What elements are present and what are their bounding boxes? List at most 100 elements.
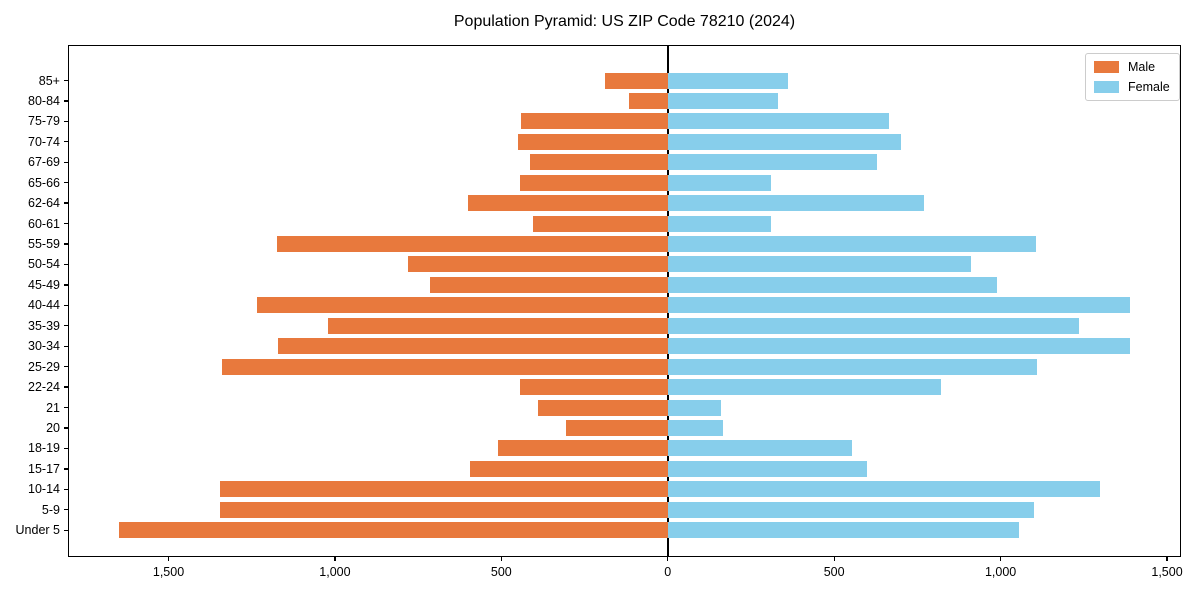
female-bar: [667, 154, 878, 171]
male-bar: [604, 72, 668, 89]
male-bar: [408, 256, 668, 273]
male-bar: [529, 154, 668, 171]
y-tick-label: 10-14: [28, 482, 60, 497]
x-tick-label: 500: [823, 565, 845, 579]
male-bar: [221, 358, 668, 375]
female-bar: [667, 236, 1036, 253]
female-bar: [667, 195, 925, 212]
x-tick: [334, 557, 336, 561]
y-tick-label: 22-24: [28, 380, 60, 395]
y-tick-label: 20: [46, 420, 60, 435]
male-bar: [429, 276, 668, 293]
x-tick: [167, 557, 170, 561]
male-bar: [517, 133, 668, 150]
y-tick: [64, 263, 68, 266]
y-tick-label: Under 5: [15, 523, 60, 538]
female-bar: [667, 358, 1038, 375]
x-tick-label: 1,500: [152, 565, 185, 579]
x-tick: [833, 557, 835, 561]
male-bar: [278, 338, 668, 355]
y-tick: [64, 120, 68, 123]
legend-male-swatch: [1094, 61, 1119, 73]
x-tick-label: 1,500: [1151, 565, 1183, 579]
y-tick: [64, 100, 68, 102]
y-tick: [64, 161, 68, 163]
y-tick: [64, 222, 68, 225]
legend-female-swatch: [1094, 81, 1119, 93]
y-tick: [64, 366, 68, 368]
y-tick-label: 18-19: [28, 441, 60, 456]
legend-item-female: Female: [1094, 80, 1170, 94]
legend-item-male: Male: [1094, 60, 1170, 74]
x-tick: [999, 557, 1002, 561]
legend-male-label: Male: [1128, 60, 1156, 74]
y-tick-label: 65-66: [28, 175, 60, 190]
y-tick-label: 15-17: [28, 461, 60, 476]
male-bar: [521, 113, 668, 130]
female-bar: [667, 133, 901, 150]
y-tick: [64, 488, 68, 490]
y-tick: [64, 202, 68, 204]
y-tick: [64, 141, 68, 143]
y-tick-label: 5-9: [41, 502, 60, 517]
female-bar: [667, 317, 1079, 334]
male-bar: [328, 317, 668, 334]
y-tick-label: 40-44: [28, 298, 60, 313]
female-bar: [667, 276, 998, 293]
y-tick-label: 80-84: [28, 93, 60, 108]
y-tick-label: 85+: [38, 73, 60, 88]
x-tick-label: 1,000: [319, 565, 351, 579]
male-bar: [629, 92, 668, 109]
y-tick: [64, 345, 68, 347]
y-tick: [64, 304, 68, 306]
x-tick-label: 0: [664, 565, 672, 579]
y-tick: [64, 529, 68, 531]
male-bar: [566, 419, 668, 436]
female-bar: [667, 379, 941, 396]
y-tick-label: 60-61: [28, 216, 60, 231]
chart-title: Population Pyramid: US ZIP Code 78210 (2…: [453, 13, 796, 30]
y-tick: [64, 468, 68, 470]
male-bar: [276, 236, 668, 253]
legend: Male Female: [1085, 53, 1180, 101]
male-bar: [220, 501, 668, 518]
male-bar: [118, 522, 668, 539]
female-bar: [667, 501, 1034, 518]
female-bar: [667, 72, 788, 89]
y-tick-label: 70-74: [28, 134, 60, 149]
male-bar: [498, 440, 668, 457]
female-bar: [667, 297, 1131, 314]
female-bar: [667, 440, 853, 457]
female-bar: [667, 174, 771, 191]
x-tick: [667, 557, 669, 561]
y-tick-label: 35-39: [28, 318, 60, 333]
female-bar: [667, 256, 971, 273]
female-bar: [667, 399, 722, 416]
male-bar: [468, 195, 668, 212]
y-tick-label: 50-54: [28, 257, 60, 272]
female-bar: [667, 460, 868, 477]
female-bar: [667, 215, 771, 232]
y-tick-label: 75-79: [28, 114, 60, 129]
y-tick: [64, 182, 68, 184]
male-bar: [256, 297, 668, 314]
male-bar: [532, 215, 668, 232]
male-bar: [519, 174, 668, 191]
y-tick-label: 67-69: [28, 155, 60, 170]
female-bar: [667, 113, 890, 130]
y-tick: [64, 79, 68, 82]
x-tick: [1166, 557, 1168, 561]
male-bar: [469, 460, 668, 477]
x-tick: [500, 557, 502, 561]
female-bar: [667, 419, 723, 436]
y-tick: [64, 406, 68, 409]
y-tick: [64, 447, 68, 450]
female-bar: [667, 481, 1101, 498]
male-bar: [519, 379, 668, 396]
x-tick-label: 500: [490, 565, 512, 579]
y-tick-label: 62-64: [28, 196, 60, 211]
y-tick: [64, 386, 68, 388]
y-tick-label: 30-34: [28, 339, 60, 354]
legend-female-label: Female: [1128, 80, 1170, 94]
